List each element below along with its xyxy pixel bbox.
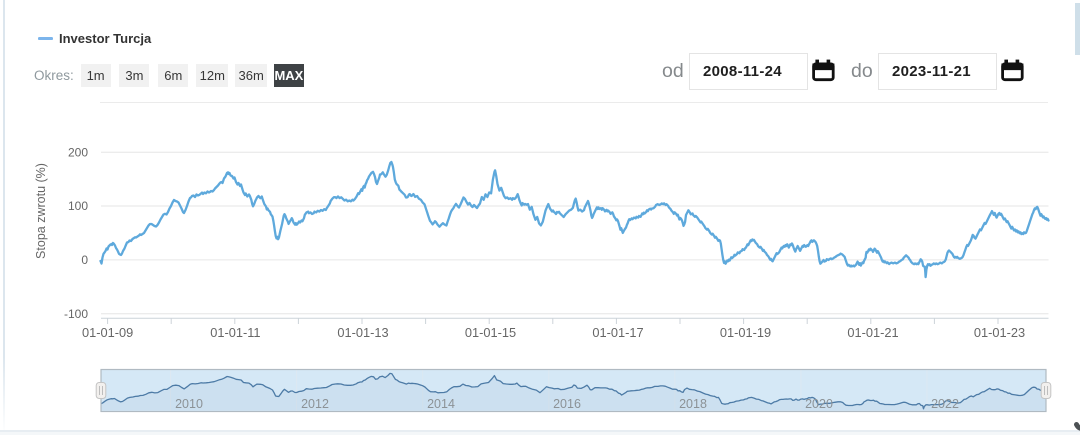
svg-text:2016: 2016 <box>553 397 581 411</box>
svg-text:01-01-17: 01-01-17 <box>592 325 643 340</box>
svg-text:01-01-15: 01-01-15 <box>465 325 516 340</box>
svg-text:01-01-11: 01-01-11 <box>210 325 260 340</box>
svg-text:2018: 2018 <box>679 397 707 411</box>
svg-text:2020: 2020 <box>805 397 833 411</box>
svg-text:0: 0 <box>81 253 88 267</box>
svg-text:01-01-23: 01-01-23 <box>974 325 1025 340</box>
svg-text:2012: 2012 <box>301 397 329 411</box>
svg-text:2010: 2010 <box>175 397 203 411</box>
svg-text:2014: 2014 <box>427 397 455 411</box>
svg-text:-100: -100 <box>64 307 88 321</box>
svg-text:200: 200 <box>68 145 88 159</box>
svg-text:100: 100 <box>68 199 88 213</box>
svg-text:2022: 2022 <box>931 397 959 411</box>
svg-text:01-01-09: 01-01-09 <box>82 325 133 340</box>
svg-text:Stopa zwrotu (%): Stopa zwrotu (%) <box>34 163 48 259</box>
svg-text:01-01-19: 01-01-19 <box>720 325 771 340</box>
svg-text:01-01-13: 01-01-13 <box>337 325 388 340</box>
svg-text:01-01-21: 01-01-21 <box>847 325 898 340</box>
